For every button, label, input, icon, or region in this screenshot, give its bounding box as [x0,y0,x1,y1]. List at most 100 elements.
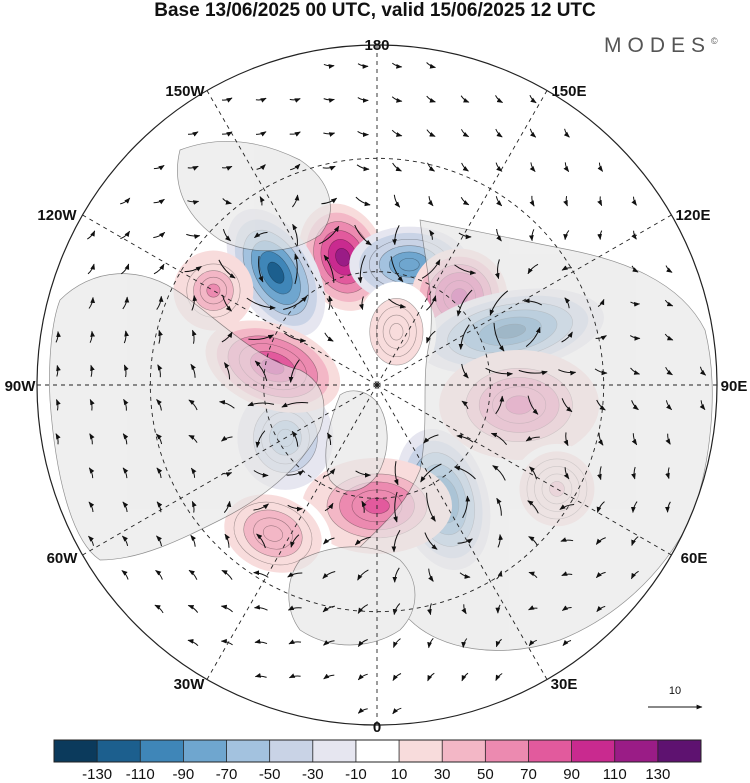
wind-vector [597,432,604,446]
wind-vector [493,322,505,352]
wind-vector [321,197,338,205]
wind-vector [427,603,432,616]
wind-vector [255,131,267,137]
wind-vector [157,364,163,378]
wind-vector [222,165,233,171]
colorbar-tick-label: -30 [302,766,324,783]
colorbar-segment [312,740,357,762]
colorbar-segment [140,740,184,762]
wind-vector [357,604,369,614]
anomaly-contour [262,525,284,542]
map-disc [36,44,718,726]
wind-vector [290,534,300,548]
colorbar-frame [53,739,702,763]
colorbar-segment [571,740,616,762]
wind-vector [392,707,402,715]
wind-vector [90,364,95,377]
wind-vector [89,433,95,445]
wind-vector [562,639,572,646]
wind-vector [665,400,673,411]
wind-vector [56,364,61,377]
wind-vector [187,604,199,613]
wind-vector [595,335,607,341]
colorbar-tick-label: -110 [126,766,155,783]
wind-vector [123,398,129,411]
wind-vector [122,433,129,445]
wind-vector [423,434,439,444]
wind-vector [629,335,641,341]
wind-vector [218,259,236,279]
wind-vector [220,604,233,613]
wind-vector [597,298,605,308]
wind-vector [122,467,129,479]
wind-vector [492,465,506,481]
wind-vector [286,470,305,476]
lon-label-60w: 60W [47,550,79,567]
colorbar-segment [399,740,443,762]
wind-vector [456,433,474,443]
wind-vector [357,639,368,647]
copyright-mark: © [711,36,718,46]
wind-vector [561,331,573,343]
wind-vector [558,369,577,376]
land-outlines [49,140,713,651]
anomaly-contour [335,248,351,267]
colorbar-tick-label: -10 [345,766,367,783]
wind-vector [121,570,129,580]
wind-vector [89,330,95,343]
wind-vector [461,162,469,172]
wind-vector [120,197,131,205]
wind-vector [156,399,162,411]
wind-vector [219,400,235,409]
wind-vector [88,296,96,309]
colorbar-segment [485,740,529,762]
wind-vector [153,164,165,171]
wind-vector [597,162,604,172]
wind-vector [87,230,96,240]
wind-vector [190,467,197,478]
wind-vector [291,430,299,447]
wind-vector [355,470,371,478]
wind-vector-layer [55,62,707,715]
colorbar-segment [183,740,228,762]
wind-vector [187,639,199,647]
wind-vector [665,265,673,273]
wind-vector [259,196,265,206]
wind-vector [254,360,268,382]
wind-vector [485,367,513,377]
wind-vector [223,362,231,380]
wind-vector [55,433,61,445]
wind-vector [429,229,435,240]
wind-vector [392,603,401,616]
wind-vector [248,334,275,340]
wind-vector [188,399,198,411]
wind-vector [221,97,233,103]
wind-vector [281,401,309,408]
wind-vector [287,504,303,512]
meridian-line [376,384,672,556]
wind-vector [88,501,95,513]
wind-vector [391,129,403,137]
wind-vector [56,399,61,411]
meridian-line [206,90,378,386]
wind-vector [665,433,671,445]
wind-vector [559,504,575,510]
wind-vector [323,673,335,680]
wind-vector [289,98,301,103]
wind-vector [388,298,407,309]
lon-label-0: 0 [373,719,381,736]
wind-vector [391,62,403,69]
wind-vector [324,502,334,512]
anomaly-center [214,486,332,581]
wind-vector [426,295,437,311]
wind-vector [192,329,197,344]
wind-vector [253,570,269,578]
wind-vector [494,259,500,280]
wind-vector [664,299,674,307]
wind-vector [392,673,402,682]
wind-vector [420,463,442,483]
lon-label-60e: 60E [681,550,708,567]
wind-vector [287,572,303,578]
wind-vector [459,572,471,579]
